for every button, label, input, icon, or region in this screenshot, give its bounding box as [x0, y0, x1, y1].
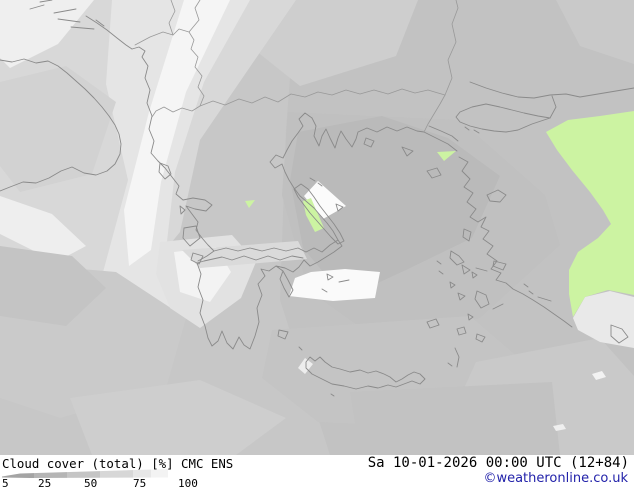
legend-color-wedge [2, 469, 168, 478]
gallipoli-dardanelles-coastline [423, 125, 459, 152]
overcast-white-patch [304, 181, 346, 219]
greece-turkey-border [423, 94, 446, 133]
map-title: Cloud cover (total) [%] CMC ENS [2, 456, 234, 471]
legend-step [34, 469, 67, 478]
legend-tick: 100 [178, 477, 198, 490]
legend-tick: 5 [2, 477, 9, 490]
saronic-islands-coastline [321, 273, 350, 293]
albania-border [134, 28, 205, 118]
copyright-link[interactable]: ©weatheronline.co.uk [483, 471, 628, 486]
gulf-of-corinth-south-coastline [196, 255, 304, 264]
clear-sky-patch [437, 151, 456, 161]
greece-north-border [199, 88, 446, 107]
chalkidiki-thrace-coastline [311, 117, 425, 149]
caption-bar: Cloud cover (total) [%] CMC ENS Sa 10-01… [0, 455, 634, 490]
east-mainland-coastline [269, 112, 315, 209]
cloud-shade-region [0, 66, 116, 192]
legend-step [151, 469, 168, 478]
legend-step [100, 469, 133, 478]
cloud-shade-region [0, 246, 106, 326]
cloud-cover-map [0, 0, 634, 455]
coastline-layer [0, 0, 634, 397]
west-greece-coastline [157, 160, 215, 262]
map-timestamp: Sa 10-01-2026 00:00 UTC (12+84) [367, 455, 629, 471]
cloud-shade-region [70, 380, 286, 455]
croatia-islands-coastline [29, 0, 105, 30]
cloud-shade-region [0, 0, 94, 68]
bosporus-coastline [549, 95, 557, 119]
italy-heel-coastline [0, 58, 122, 192]
cloud-shade-region [556, 0, 634, 64]
cloud-shade-region [0, 196, 86, 262]
legend-step [133, 469, 151, 478]
albania-coastline [131, 46, 159, 162]
legend-step [67, 469, 100, 478]
sea-of-marmara-coastline [455, 103, 551, 134]
overcast-white-patch [289, 269, 380, 301]
rhodes-coastline [610, 324, 629, 344]
peloponnese-coastline [196, 259, 305, 350]
legend-tick: 75 [133, 477, 147, 490]
overcast-white-patch [298, 358, 313, 374]
cloud-shading-layer [0, 0, 634, 455]
east-aegean-islands-coastline [462, 189, 552, 302]
montenegro-serbia-border [168, 0, 201, 36]
crete-coastline [305, 356, 426, 390]
kythira-coastline [277, 329, 303, 351]
legend-tick: 50 [84, 477, 98, 490]
cloud-shade-region [350, 382, 560, 455]
euboea-coastline [293, 183, 345, 245]
legend-tick: 25 [38, 477, 52, 490]
overcast-white-patch [573, 291, 634, 348]
overcast-white-patch [592, 371, 606, 380]
turkey-west-coastline [458, 156, 573, 328]
north-aegean-islands-coastline [309, 137, 442, 212]
gulf-of-corinth-north-coastline [213, 247, 307, 253]
bulgaria-turkey-border [444, 0, 459, 96]
cloud-shade-region [182, 241, 307, 268]
cloud-shade-region [290, 116, 500, 298]
overcast-white-patch [553, 424, 566, 431]
cyclades-coastline [426, 250, 504, 336]
black-sea-coastline [469, 81, 634, 99]
karpathos-kasos-coastline [330, 333, 486, 397]
legend-tick-labels: 5 25 50 75 100 [0, 477, 220, 490]
attica-coastline [303, 207, 343, 267]
cloud-shade-region [124, 0, 230, 266]
ionian-islands-coastline [158, 162, 204, 265]
dalmatia-coastline [85, 15, 133, 50]
clear-sky-patch [546, 111, 634, 317]
clear-sky-patch [245, 200, 255, 208]
border-layer [134, 0, 459, 133]
